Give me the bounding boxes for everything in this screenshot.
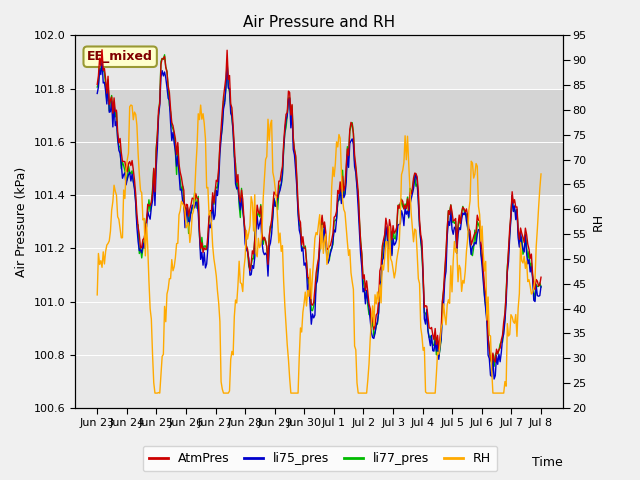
Legend: AtmPres, li75_pres, li77_pres, RH: AtmPres, li75_pres, li77_pres, RH — [143, 446, 497, 471]
Y-axis label: Air Pressure (kPa): Air Pressure (kPa) — [15, 167, 28, 277]
Title: Air Pressure and RH: Air Pressure and RH — [243, 15, 395, 30]
Y-axis label: RH: RH — [592, 213, 605, 231]
Text: EE_mixed: EE_mixed — [87, 50, 153, 63]
X-axis label: Time: Time — [532, 456, 563, 469]
Bar — [75, 89, 563, 195]
